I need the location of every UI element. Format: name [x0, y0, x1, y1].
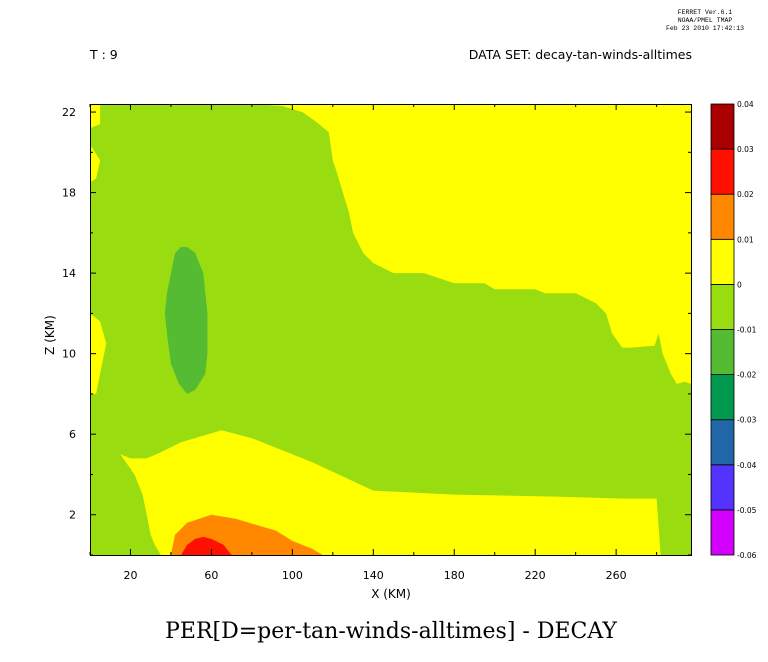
x-tick-label: 100 [282, 569, 303, 582]
colorbar-tick-label: -0.06 [737, 551, 757, 560]
contour-region-4 [120, 430, 661, 555]
contour-region-1 [90, 104, 101, 183]
colorbar-tick-label: 0.02 [737, 190, 754, 199]
colorbar-swatch [710, 148, 735, 195]
axes: 20 60 100 140 180 220 260 2 6 10 14 18 22 [62, 104, 691, 582]
y-tick-label: 6 [69, 428, 76, 441]
colorbar-tick-label: 0.03 [737, 145, 754, 154]
ferret-date-label: Feb 23 2010 17:42:13 [666, 25, 744, 32]
colorbar-tick-label: -0.05 [737, 506, 757, 515]
x-tick-label: 20 [123, 569, 137, 582]
colorbar-swatch [710, 283, 735, 330]
contour-region-7 [164, 247, 208, 394]
colorbar-tick-label: -0.03 [737, 416, 757, 425]
plot-area [90, 104, 691, 555]
colorbar-tick-label: 0.01 [737, 235, 754, 244]
x-tick-label: 180 [444, 569, 465, 582]
colorbar-tick-label: 0.04 [737, 100, 754, 109]
colorbar-swatch [710, 103, 735, 150]
colorbar-swatch [710, 464, 735, 511]
colorbar-tick-label: -0.02 [737, 371, 757, 380]
colorbar-swatch [710, 193, 735, 240]
colorbar-tick-label: -0.01 [737, 326, 757, 335]
ferret-org-label: NOAA/PMEL TMAP [678, 17, 733, 24]
colorbar-tick-label: 0 [737, 280, 742, 289]
time-label: T : 9 [89, 47, 118, 62]
y-tick-label: 2 [69, 509, 76, 522]
contour-region-3 [251, 104, 691, 384]
colorbar-swatch [710, 509, 735, 556]
colorbar-swatch [710, 329, 735, 375]
dataset-label: DATA SET: decay-tan-winds-alltimes [469, 47, 692, 62]
colorbar: -0.06 -0.05 -0.04 -0.03 -0.02 -0.01 0 0.01 0.02 0… [710, 100, 757, 560]
y-tick-label: 18 [62, 187, 76, 200]
plot-title: PER[D=per-tan-winds-alltimes] - DECAY [165, 619, 617, 644]
colorbar-tick-label: -0.04 [737, 461, 757, 470]
ferret-version-label: FERRET Ver.6.1 [678, 9, 733, 16]
y-tick-label: 14 [62, 267, 76, 280]
y-axis-label: Z (KM) [43, 315, 57, 355]
contour-region-6 [181, 536, 232, 555]
y-tick-label: 22 [62, 106, 76, 119]
contour-region-2 [90, 313, 107, 394]
x-axis-label: X (KM) [371, 587, 411, 601]
x-tick-label: 220 [525, 569, 546, 582]
colorbar-swatch [710, 374, 735, 421]
y-tick-label: 10 [62, 348, 76, 361]
x-tick-label: 140 [363, 569, 384, 582]
colorbar-swatch [710, 238, 735, 285]
plot-frame [90, 104, 692, 556]
ferret-stamp: FERRET Ver.6.1 NOAA/PMEL TMAP Feb 23 201… [666, 9, 744, 32]
colorbar-swatch [710, 419, 735, 466]
x-tick-label: 260 [606, 569, 627, 582]
x-tick-label: 60 [204, 569, 218, 582]
